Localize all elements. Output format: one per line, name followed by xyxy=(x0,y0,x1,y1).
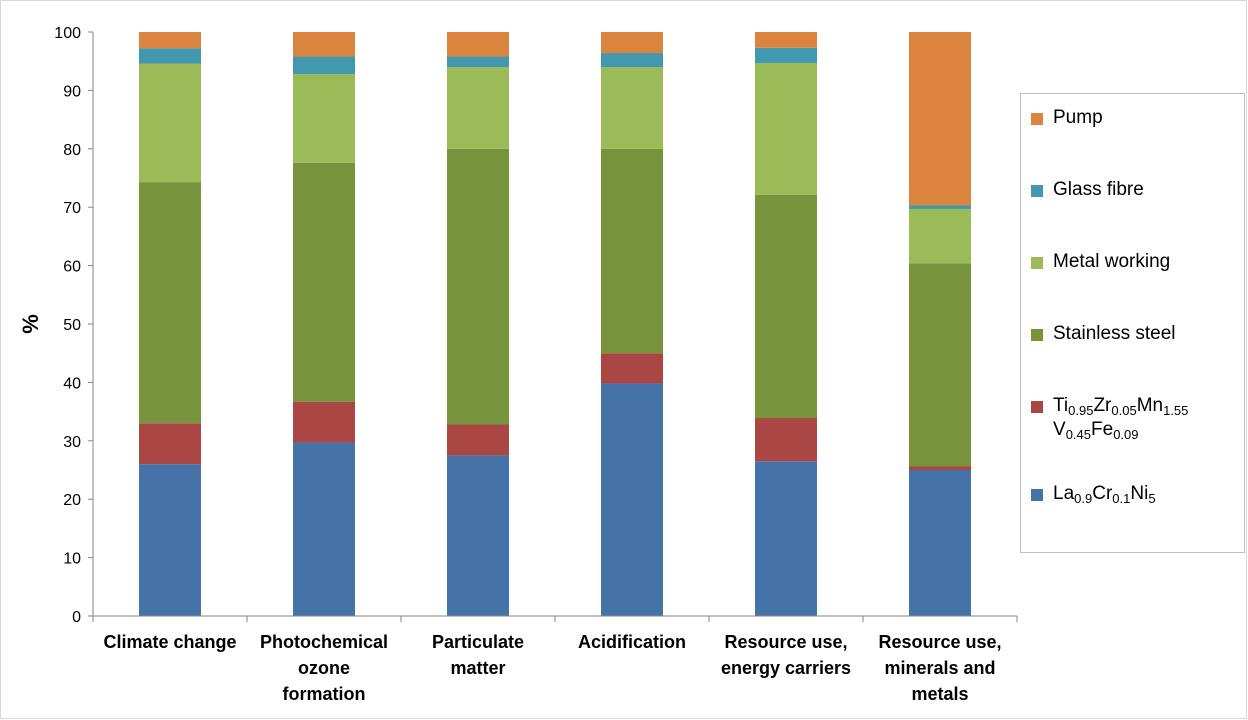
bar-segment xyxy=(601,67,663,149)
bar-segment xyxy=(601,148,663,354)
bar-segment xyxy=(293,401,355,443)
bar-segment xyxy=(293,56,355,75)
legend: Pump Glass fibre Metal working Stainless st… xyxy=(1020,93,1245,553)
bar-segment xyxy=(139,48,201,64)
bar-segment xyxy=(755,32,817,48)
legend-swatch xyxy=(1031,489,1043,501)
y-tick-label: 10 xyxy=(63,551,81,568)
bar-segment xyxy=(755,62,817,195)
y-tick-label: 20 xyxy=(63,492,81,509)
x-category-label: ozone xyxy=(298,658,350,678)
y-tick-label: 80 xyxy=(63,142,81,159)
bar-segment xyxy=(447,455,509,616)
bar-segment xyxy=(293,442,355,616)
bar-segment xyxy=(755,418,817,462)
bar-segment xyxy=(447,32,509,57)
legend-swatch xyxy=(1031,401,1043,413)
bar-segment xyxy=(909,466,971,470)
legend-label: Stainless steel xyxy=(1053,323,1176,344)
x-category-label: formation xyxy=(283,684,366,704)
bar-segment xyxy=(601,32,663,54)
bar-segment xyxy=(909,263,971,467)
bar-segment xyxy=(755,47,817,63)
y-tick-label: 0 xyxy=(72,609,81,626)
x-category-label: energy carriers xyxy=(721,658,851,678)
bar-segment xyxy=(293,32,355,57)
bar-segment xyxy=(139,464,201,616)
legend-swatch xyxy=(1031,257,1043,269)
bar-segment xyxy=(139,63,201,183)
legend-label: Ti0.95Zr0.05Mn1.55 V0.45Fe0.09 xyxy=(1053,395,1189,442)
bar-segment xyxy=(909,470,971,616)
y-tick-label: 90 xyxy=(63,83,81,100)
x-category-label: Climate change xyxy=(103,632,236,652)
legend-item: Ti0.95Zr0.05Mn1.55 V0.45Fe0.09 xyxy=(1031,394,1188,442)
y-tick-label: 100 xyxy=(54,25,81,42)
legend-label: La0.9Cr0.1Ni5 xyxy=(1053,483,1156,506)
y-axis-title: % xyxy=(18,314,43,334)
legend-item: Metal working xyxy=(1031,250,1170,274)
bar-segment xyxy=(447,67,509,149)
x-axis: Climate change Photochemical ozone formatio… xyxy=(92,615,1018,704)
x-category-label: Photochemical xyxy=(260,632,388,652)
bar-segment xyxy=(447,424,509,456)
bar-segment xyxy=(755,194,817,419)
legend-item: Pump xyxy=(1031,106,1103,130)
legend-label: Glass fibre xyxy=(1053,179,1144,200)
bar-segment xyxy=(293,162,355,402)
bar-segment xyxy=(139,32,201,49)
bar-segment xyxy=(447,148,509,425)
x-category-label: metals xyxy=(911,684,968,704)
legend-swatch xyxy=(1031,329,1043,341)
y-tick-label: 50 xyxy=(63,317,81,334)
x-category-label: Resource use, xyxy=(724,632,847,652)
bar-segment xyxy=(601,383,663,616)
legend-item: La0.9Cr0.1Ni5 xyxy=(1031,482,1156,506)
bar-segment xyxy=(447,56,509,68)
bar-segment xyxy=(601,53,663,68)
x-category-label: minerals and xyxy=(884,658,995,678)
bar-segment xyxy=(139,182,201,424)
x-category-label: Resource use, xyxy=(878,632,1001,652)
bar-segment xyxy=(601,353,663,384)
legend-label: Pump xyxy=(1053,107,1103,128)
y-axis: 0 10 20 30 40 50 60 70 80 90 100 xyxy=(54,25,94,626)
bar-segment xyxy=(755,461,817,616)
legend-label: Metal working xyxy=(1053,251,1171,272)
y-tick-label: 40 xyxy=(63,375,81,392)
bar-segment xyxy=(293,74,355,163)
legend-swatch xyxy=(1031,185,1043,197)
y-tick-label: 30 xyxy=(63,434,81,451)
bar-segment xyxy=(909,208,971,264)
bars xyxy=(139,32,971,616)
x-category-label: Particulate xyxy=(432,632,524,652)
y-tick-label: 70 xyxy=(63,200,81,217)
legend-item: Stainless steel xyxy=(1031,322,1176,346)
y-tick-label: 60 xyxy=(63,259,81,276)
bar-segment xyxy=(909,32,971,206)
x-category-label: Acidification xyxy=(578,632,686,652)
legend-item: Glass fibre xyxy=(1031,178,1144,202)
legend-swatch xyxy=(1031,113,1043,125)
x-category-label: matter xyxy=(450,658,505,678)
bar-segment xyxy=(909,205,971,209)
bar-segment xyxy=(139,423,201,465)
